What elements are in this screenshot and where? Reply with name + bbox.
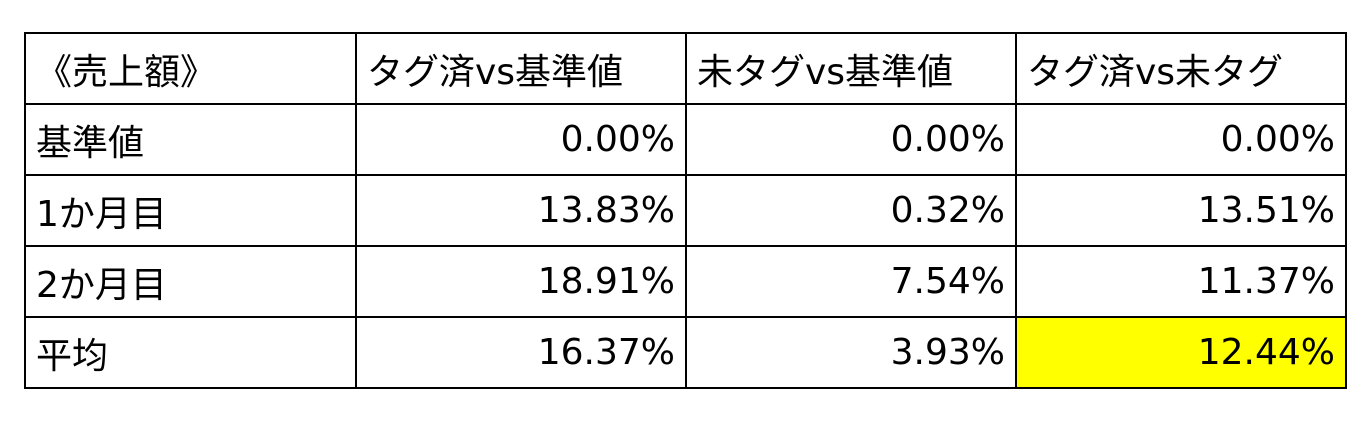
table-row: 2か月目 18.91% 7.54% 11.37% <box>24 245 1347 318</box>
header-cell: 未タグvs基準値 <box>685 32 1017 105</box>
value-cell: 7.54% <box>685 245 1017 318</box>
header-cell: タグ済vs基準値 <box>355 32 687 105</box>
table-container: 《売上額》 タグ済vs基準値 未タグvs基準値 タグ済vs未タグ 基準値 0.00% 0.0… <box>24 32 1347 389</box>
row-label: 1か月目 <box>24 174 357 247</box>
row-label: 平均 <box>24 316 357 389</box>
header-cell: 《売上額》 <box>24 32 357 105</box>
value-cell: 0.32% <box>685 174 1017 247</box>
header-cell: タグ済vs未タグ <box>1015 32 1347 105</box>
row-label: 2か月目 <box>24 245 357 318</box>
value-cell: 3.93% <box>685 316 1017 389</box>
table-row: 《売上額》 タグ済vs基準値 未タグvs基準値 タグ済vs未タグ <box>24 32 1347 105</box>
value-cell: 0.00% <box>1015 103 1347 176</box>
row-label: 基準値 <box>24 103 357 176</box>
table-row: 平均 16.37% 3.93% 12.44% <box>24 316 1347 389</box>
value-cell: 13.51% <box>1015 174 1347 247</box>
value-cell: 13.83% <box>355 174 687 247</box>
value-cell: 12.44% <box>1015 316 1347 389</box>
value-cell: 0.00% <box>355 103 687 176</box>
table-row: 1か月目 13.83% 0.32% 13.51% <box>24 174 1347 247</box>
value-cell: 18.91% <box>355 245 687 318</box>
value-cell: 11.37% <box>1015 245 1347 318</box>
value-cell: 16.37% <box>355 316 687 389</box>
value-cell: 0.00% <box>685 103 1017 176</box>
data-table: 《売上額》 タグ済vs基準値 未タグvs基準値 タグ済vs未タグ 基準値 0.00% 0.0… <box>24 32 1347 389</box>
table-row: 基準値 0.00% 0.00% 0.00% <box>24 103 1347 176</box>
